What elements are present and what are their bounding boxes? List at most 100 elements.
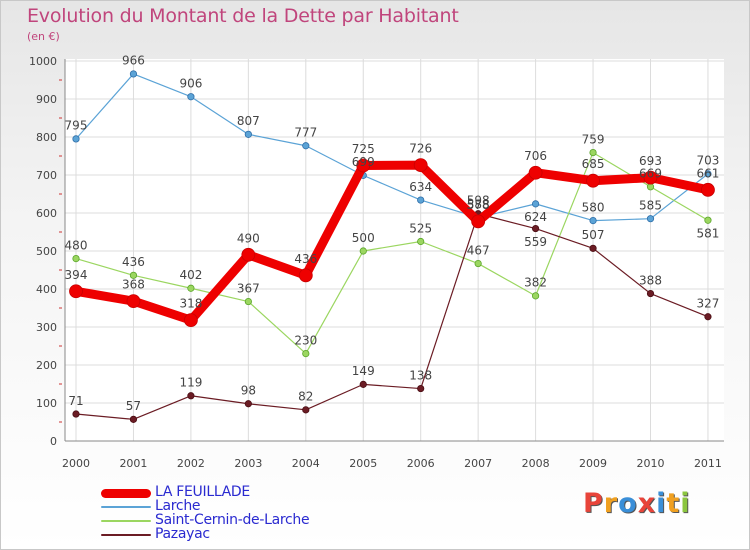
series-line-saint-cernin-de-larche [75,151,709,355]
data-point-larche [72,135,80,143]
data-point-saint-cernin-de-larche [417,237,425,246]
data-point-la-feuillade [356,158,371,173]
data-label-saint-cernin-de-larche: 467 [467,243,490,257]
data-label-pazayac: 119 [179,376,202,390]
data-point-larche [704,170,712,178]
proxiti-logo: Proxiti [583,488,691,519]
y-tick-label: 900 [36,93,57,106]
data-label-la-feuillade: 436 [294,252,317,266]
data-label-larche: 624 [524,210,547,224]
data-point-larche [589,217,597,225]
data-label-pazayac: 57 [126,399,141,413]
x-tick-label: 2004 [292,457,320,470]
x-tick-label: 2008 [522,457,550,470]
data-label-larche: 807 [237,114,260,128]
data-label-la-feuillade: 685 [582,157,605,171]
x-tick-label: 2011 [694,457,722,470]
label-layer: 795 966 906 807 777 699 634 588 624 580 585 703 480 4… [65,54,720,413]
legend-swatch [101,520,151,522]
data-point-larche [244,130,252,138]
data-label-pazayac: 138 [409,368,432,382]
data-point-la-feuillade [126,294,141,309]
logo-letter: i [680,488,691,519]
legend-swatch [101,488,151,498]
data-label-pazayac: 327 [696,297,719,311]
logo-letter: t [666,488,681,519]
series-line-larche [75,73,709,222]
data-label-larche: 588 [467,197,490,211]
x-tick-label: 2000 [62,457,90,470]
logo-letter: P [583,488,604,519]
data-point-saint-cernin-de-larche [302,349,310,358]
data-label-pazayac: 71 [68,394,83,408]
chart-subtitle: (en €) [27,30,60,43]
data-label-saint-cernin-de-larche: 230 [294,333,317,347]
data-label-saint-cernin-de-larche: 500 [352,231,375,245]
legend-swatch [101,534,151,536]
data-label-larche: 703 [696,154,719,168]
y-tick-label: 500 [36,245,57,258]
y-tick-label: 800 [36,131,57,144]
legend-label: Pazayac [155,526,210,542]
data-label-la-feuillade: 725 [352,142,375,156]
data-point-pazayac [704,313,712,321]
data-label-la-feuillade: 578 [467,198,490,212]
data-point-pazayac [646,289,655,298]
data-label-pazayac: 149 [352,364,375,378]
plot-background [65,59,724,441]
y-tick-label: 0 [50,435,57,448]
data-label-la-feuillade: 661 [696,166,719,180]
data-point-larche [531,200,540,208]
data-point-pazayac [129,415,138,423]
data-label-larche: 777 [294,126,317,140]
data-label-la-feuillade: 490 [237,231,260,245]
logo-letter: r [603,488,619,519]
data-label-saint-cernin-de-larche: 367 [237,281,260,295]
data-point-saint-cernin-de-larche [244,297,252,306]
data-point-saint-cernin-de-larche [531,292,540,300]
series-layer [69,70,715,423]
data-point-larche [187,93,195,101]
data-point-la-feuillade [413,158,428,173]
legend-swatch [101,506,151,508]
data-label-pazayac: 98 [241,384,256,398]
data-label-larche: 585 [639,199,662,213]
data-point-saint-cernin-de-larche [129,271,138,279]
data-point-larche [302,142,310,150]
y-tick-label: 200 [36,359,57,372]
y-tick-label: 300 [36,321,57,334]
data-point-la-feuillade [69,284,83,299]
data-label-larche: 906 [179,77,202,91]
data-label-la-feuillade: 693 [639,154,662,168]
data-label-saint-cernin-de-larche: 525 [409,221,432,235]
x-tick-label: 2002 [177,457,205,470]
logo-letter: o [618,488,638,519]
data-label-larche: 795 [65,119,88,133]
data-label-pazayac: 559 [524,235,547,249]
data-label-pazayac: 82 [298,390,313,404]
logo-letter: i [656,488,667,519]
data-label-saint-cernin-de-larche: 402 [179,268,202,282]
axis-layer: 0 100 200 300 400 500 600 700 800 900 1000 2000 2001… [29,55,724,470]
y-tick-label: 600 [36,207,57,220]
data-point-larche [129,70,138,78]
data-label-la-feuillade: 706 [524,149,547,163]
data-label-larche: 580 [582,200,605,214]
data-label-saint-cernin-de-larche: 581 [696,226,719,240]
data-label-larche: 966 [122,54,145,68]
x-tick-label: 2005 [349,457,377,470]
data-label-saint-cernin-de-larche: 759 [582,132,605,146]
data-point-pazayac [187,392,195,400]
x-tick-label: 2001 [119,457,147,470]
data-point-la-feuillade [643,170,658,185]
y-tick-label: 700 [36,169,57,182]
data-label-saint-cernin-de-larche: 669 [639,167,662,181]
chart-title: Evolution du Montant de la Dette par Hab… [27,5,459,27]
data-point-la-feuillade [298,268,313,283]
data-label-la-feuillade: 726 [409,142,432,156]
y-tick-label: 1000 [29,55,57,68]
data-point-larche [417,196,425,204]
x-tick-label: 2003 [234,457,262,470]
data-point-pazayac [531,224,540,233]
